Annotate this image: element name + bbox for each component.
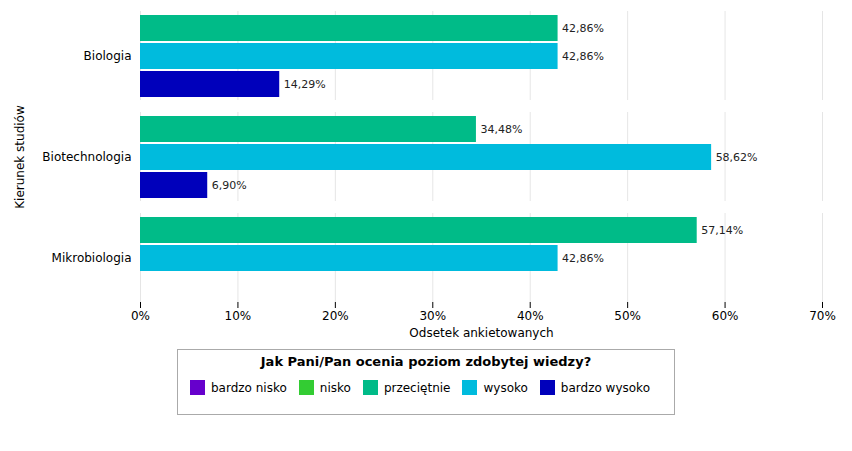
svg-text:30%: 30%	[419, 309, 446, 323]
svg-text:58,62%: 58,62%	[716, 151, 758, 164]
svg-text:Odsetek ankietowanych: Odsetek ankietowanych	[409, 326, 553, 340]
svg-text:Kierunek studiów: Kierunek studiów	[13, 105, 27, 209]
svg-text:70%: 70%	[809, 309, 836, 323]
html-text:przeciętnie: przeciętnie	[383, 380, 451, 395]
svg-text:60%: 60%	[712, 309, 739, 323]
html-text:nisko: nisko	[319, 380, 351, 395]
svg-text:42,86%: 42,86%	[562, 22, 604, 35]
html-text:Jak Pani/Pan ocenia poziom zdo: Jak Pani/Pan ocenia poziom zdobytej wied…	[260, 354, 592, 369]
svg-text:34,48%: 34,48%	[480, 123, 522, 136]
svg-text:50%: 50%	[614, 309, 641, 323]
html-text:bardzo wysoko: bardzo wysoko	[560, 380, 650, 395]
svg-text:42,86%: 42,86%	[562, 50, 604, 63]
svg-text:Biologia: Biologia	[84, 49, 132, 63]
svg-text:Mikrobiologia: Mikrobiologia	[52, 251, 132, 265]
svg-text:10%: 10%	[225, 309, 252, 323]
svg-text:20%: 20%	[322, 309, 349, 323]
svg-text:42,86%: 42,86%	[562, 252, 604, 265]
svg-text:57,14%: 57,14%	[701, 224, 743, 237]
svg-text:40%: 40%	[517, 309, 544, 323]
html-text:wysoko: wysoko	[483, 380, 528, 395]
html-text:bardzo nisko: bardzo nisko	[211, 380, 287, 395]
svg-text:6,90%: 6,90%	[212, 179, 247, 192]
svg-text:Biotechnologia: Biotechnologia	[42, 150, 131, 164]
svg-text:14,29%: 14,29%	[284, 78, 326, 91]
svg-text:0%: 0%	[131, 309, 150, 323]
